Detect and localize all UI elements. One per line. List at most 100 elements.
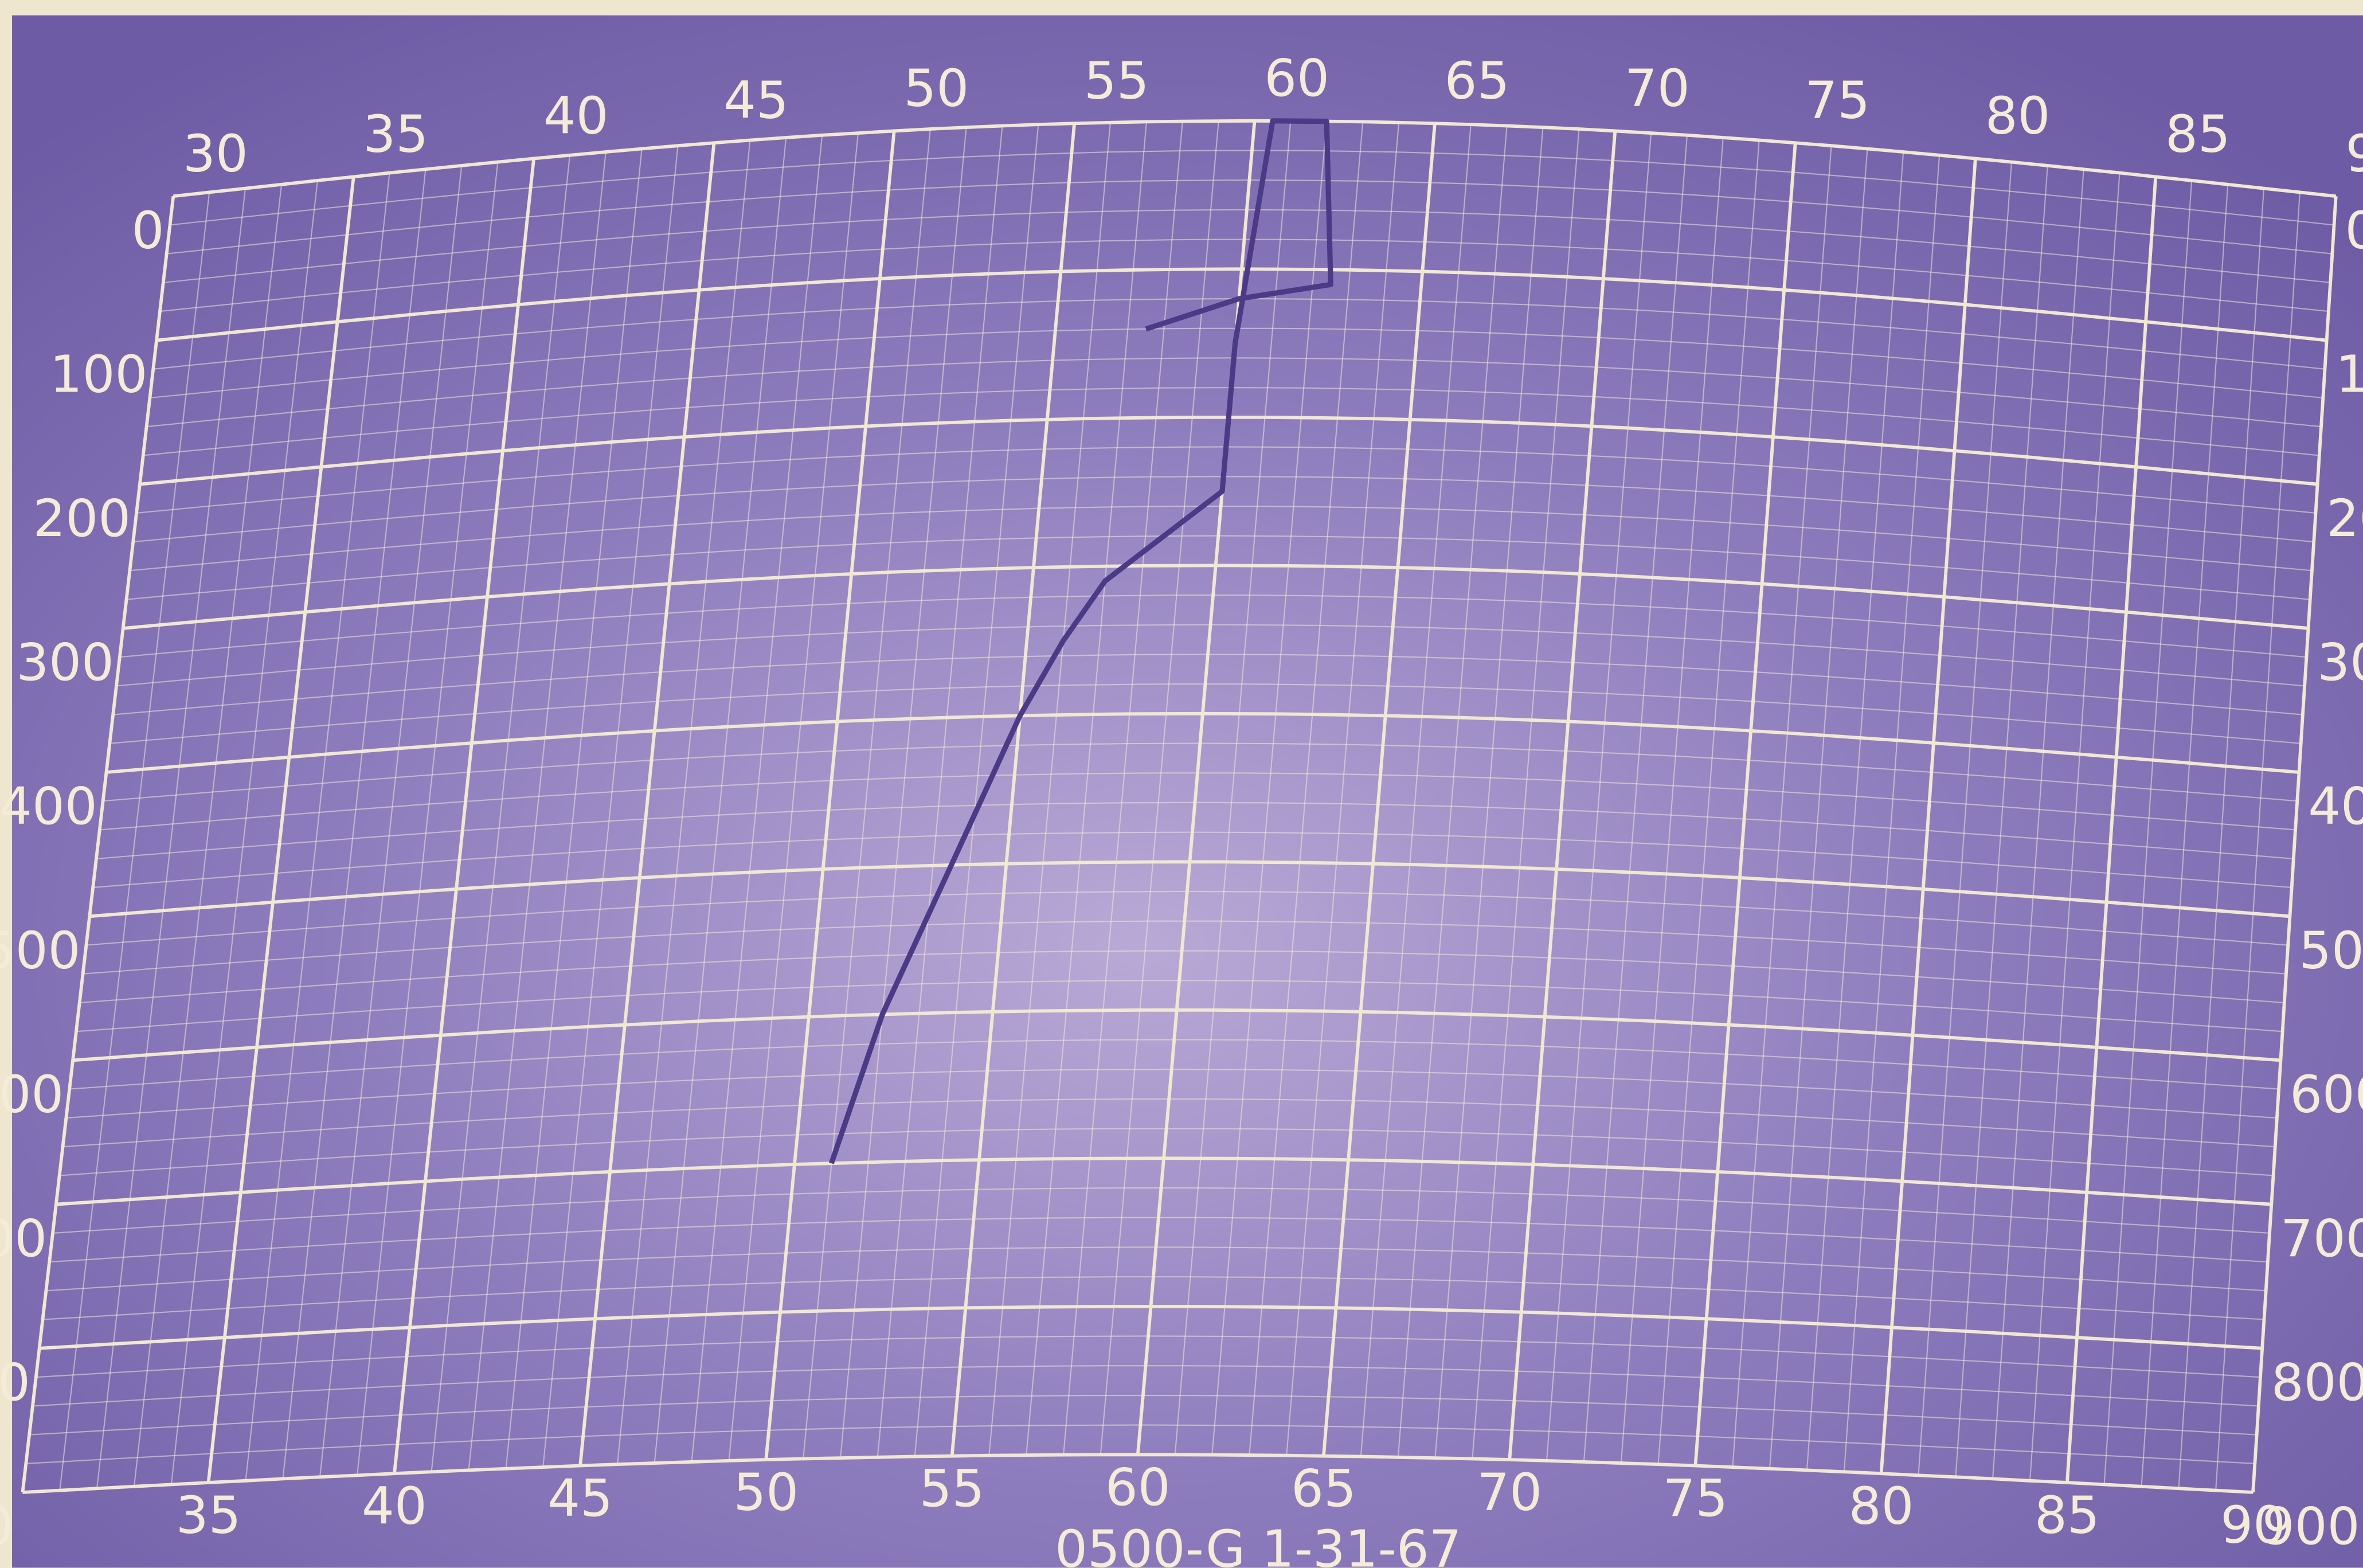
minor-grid <box>2141 184 2229 1487</box>
y-tick-label: 600 <box>0 1065 64 1125</box>
y2-tick-label: 0 <box>2345 201 2363 260</box>
minor-grid <box>1620 137 1724 1464</box>
minor-grid <box>59 192 210 1491</box>
grid-line <box>578 142 716 1466</box>
stamp: 0500-G 1-31-67 <box>1055 1520 1461 1568</box>
minor-grid <box>2103 180 2193 1485</box>
minor-grid <box>133 184 283 1487</box>
x2-tick-label: 55 <box>920 1459 985 1519</box>
grid-line <box>764 131 896 1460</box>
x-tick-label: 50 <box>904 58 969 118</box>
y-tick-label: 800 <box>0 1353 30 1413</box>
x2-tick-label: 85 <box>2035 1486 2100 1546</box>
y-tick-label: 900 <box>0 1497 14 1557</box>
y2-tick-label: 300 <box>2317 633 2363 693</box>
minor-grid <box>2029 173 2121 1481</box>
minor-grid <box>914 124 1039 1457</box>
minor-grid <box>1992 169 2084 1479</box>
y2-tick-label: 500 <box>2299 921 2363 980</box>
minor-grid <box>1174 120 1292 1455</box>
x2-tick-label: 45 <box>547 1469 613 1528</box>
grid-line <box>39 1305 2263 1350</box>
y2-tick-label: 100 <box>2335 345 2363 405</box>
x-tick-label: 90 <box>2345 124 2363 183</box>
x-tick-label: 65 <box>1445 51 1510 111</box>
grid-line <box>173 119 2336 198</box>
trace-line <box>828 118 1333 1164</box>
minor-grid <box>2215 192 2301 1491</box>
minor-grid <box>1434 127 1544 1458</box>
y-tick-label: 0 <box>132 201 165 260</box>
minor-grid <box>803 128 931 1459</box>
y-tick-label: 100 <box>50 345 148 405</box>
minor-grid <box>1063 121 1183 1455</box>
grid-line <box>106 711 2299 774</box>
minor-grid <box>282 169 427 1479</box>
minor-grid <box>1397 126 1508 1457</box>
x-tick-label: 30 <box>183 124 248 183</box>
y2-tick-label: 700 <box>2280 1209 2363 1269</box>
grid-line <box>206 177 355 1483</box>
x-tick-label: 85 <box>2165 104 2231 164</box>
y2-tick-label: 600 <box>2290 1065 2363 1125</box>
minor-grid <box>840 127 967 1458</box>
grid-line <box>22 1453 2254 1494</box>
minor-grid <box>1286 122 1400 1456</box>
y2-tick-label: 400 <box>2308 777 2363 836</box>
grid-line <box>2065 177 2158 1483</box>
minor-grid <box>1026 122 1148 1456</box>
x2-tick-label: 80 <box>1849 1477 1914 1536</box>
grid-line <box>1879 158 1977 1474</box>
x2-tick-label: 65 <box>1291 1459 1356 1519</box>
minor-grid <box>245 173 390 1481</box>
x2-tick-label: 50 <box>733 1463 799 1523</box>
x2-tick-label: 60 <box>1105 1458 1171 1518</box>
minor-grid <box>728 133 859 1461</box>
minor-grid <box>468 151 607 1471</box>
minor-grid <box>1472 128 1580 1459</box>
x-tick-label: 45 <box>723 71 789 130</box>
grid-line <box>950 123 1076 1456</box>
grid-line <box>393 158 536 1474</box>
minor-grid <box>1546 133 1652 1461</box>
grid-line <box>56 1156 2272 1206</box>
minor-grid <box>616 140 751 1465</box>
minor-grid <box>1806 151 1904 1471</box>
x-tick-label: 70 <box>1625 58 1690 118</box>
minor-grid <box>1657 140 1760 1465</box>
x-tick-label: 75 <box>1805 71 1870 130</box>
minor-grid <box>96 188 247 1489</box>
x2-tick-label: 90 <box>2220 1496 2286 1555</box>
x-tick-label: 60 <box>1264 49 1329 108</box>
y-tick-label: 400 <box>0 777 97 836</box>
grid-line <box>89 860 2290 918</box>
minor-grid <box>542 146 679 1468</box>
x2-tick-label: 35 <box>176 1486 241 1546</box>
x-tick-label: 80 <box>1985 87 2051 146</box>
minor-grid <box>654 137 787 1464</box>
x-tick-label: 35 <box>363 104 428 164</box>
minor-grid <box>1732 146 1832 1468</box>
y2-tick-label: 200 <box>2326 489 2363 549</box>
minor-grid <box>356 162 499 1476</box>
minor-grid <box>1100 120 1219 1455</box>
x-tick-label: 55 <box>1084 51 1149 111</box>
grid-line <box>156 267 2327 342</box>
minor-grid <box>1843 155 1941 1472</box>
minor-grid <box>691 135 823 1463</box>
minor-grid <box>1918 162 2013 1476</box>
minor-grid <box>988 122 1111 1456</box>
y-tick-label: 500 <box>0 921 80 980</box>
x2-tick-label: 70 <box>1477 1463 1542 1523</box>
grid-line <box>1693 142 1797 1466</box>
x2-tick-label: 40 <box>362 1477 427 1536</box>
minor-grid <box>319 165 463 1477</box>
y-tick-label: 700 <box>0 1209 47 1269</box>
grid-line <box>72 1008 2281 1062</box>
minor-grid <box>1769 148 1868 1469</box>
minor-grid <box>1955 165 2048 1477</box>
minor-grid <box>431 155 571 1472</box>
grid-line <box>123 564 2309 630</box>
